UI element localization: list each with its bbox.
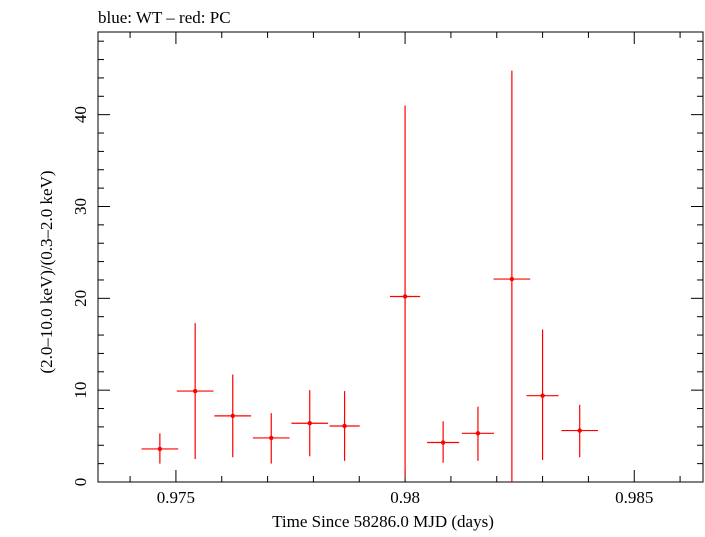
axis-tick-labels: 0.975 0.98 0.985 0 10 20 30 40 bbox=[71, 106, 653, 507]
y-tick-label: 20 bbox=[71, 290, 90, 307]
y-tick-label: 30 bbox=[71, 198, 90, 215]
data-point bbox=[389, 105, 421, 478]
x-tick-label: 0.98 bbox=[390, 488, 420, 507]
data-point bbox=[427, 421, 460, 463]
data-point bbox=[526, 329, 559, 460]
x-axis-label: Time Since 58286.0 MJD (days) bbox=[272, 512, 494, 531]
x-tick-label: 0.985 bbox=[615, 488, 653, 507]
data-marker bbox=[192, 388, 198, 394]
data-point bbox=[561, 404, 599, 458]
x-tick-label: 0.975 bbox=[157, 488, 195, 507]
data-marker bbox=[307, 421, 312, 426]
data-marker bbox=[230, 413, 235, 419]
y-axis-label: (2.0–10.0 keV)/(0.3–2.0 keV) bbox=[37, 170, 56, 373]
data-point bbox=[214, 374, 252, 458]
y-tick-label: 10 bbox=[71, 382, 90, 399]
data-marker bbox=[269, 435, 274, 441]
data-marker bbox=[509, 276, 515, 282]
data-marker bbox=[475, 431, 481, 436]
data-point bbox=[291, 390, 329, 457]
data-point bbox=[329, 391, 360, 461]
y-tick-label: 0 bbox=[71, 478, 90, 487]
data-marker bbox=[540, 393, 545, 398]
data-marker bbox=[577, 428, 582, 433]
data-point bbox=[461, 406, 494, 461]
plot-frame bbox=[97, 31, 704, 483]
data-point bbox=[176, 323, 214, 460]
data-point bbox=[252, 413, 290, 464]
y-tick-label: 40 bbox=[71, 106, 90, 123]
data-marker bbox=[157, 446, 163, 452]
data-marker bbox=[342, 423, 347, 429]
data-series-pc bbox=[141, 70, 599, 482]
chart-title: blue: WT – red: PC bbox=[98, 8, 231, 27]
data-point bbox=[493, 70, 531, 482]
data-marker bbox=[440, 440, 446, 445]
data-marker bbox=[402, 294, 408, 299]
data-point bbox=[141, 433, 179, 464]
axis-ticks bbox=[98, 32, 703, 483]
